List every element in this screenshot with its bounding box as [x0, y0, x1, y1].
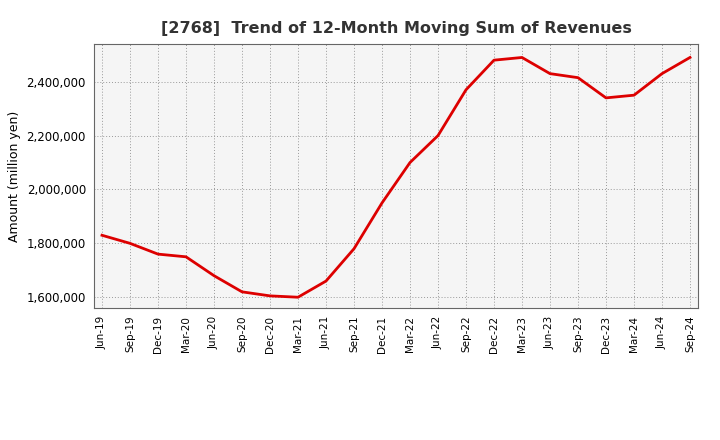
Y-axis label: Amount (million yen): Amount (million yen) — [8, 110, 21, 242]
Title: [2768]  Trend of 12-Month Moving Sum of Revenues: [2768] Trend of 12-Month Moving Sum of R… — [161, 21, 631, 36]
